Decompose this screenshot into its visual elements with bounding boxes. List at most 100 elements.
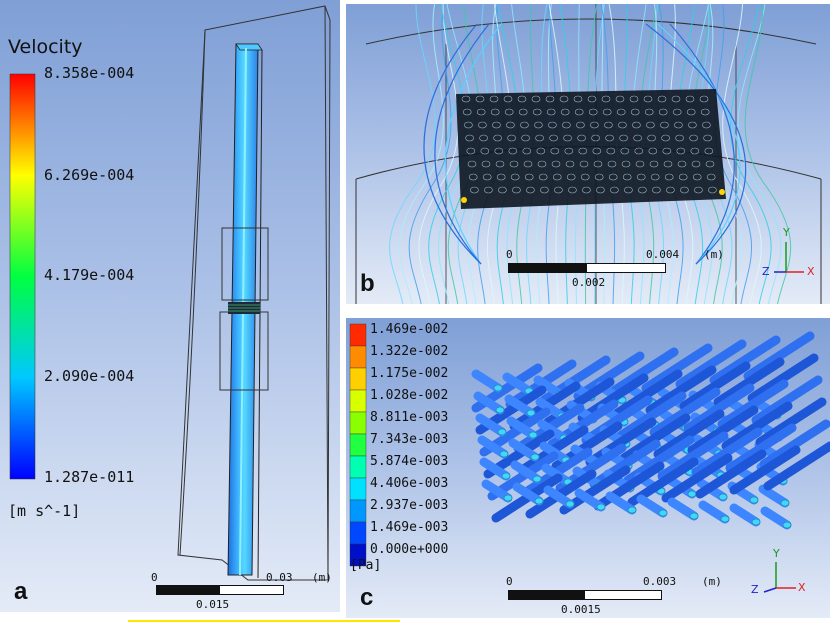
packing-rod <box>695 449 767 499</box>
packing-ring <box>624 186 633 194</box>
packing-ring <box>694 186 703 194</box>
legend-tick-label: 1.028e-002 <box>370 388 449 403</box>
packing-ring <box>664 173 674 181</box>
scale-bar-end: 0.03 <box>266 571 293 584</box>
packing-rod <box>636 494 668 518</box>
packing-rod <box>755 397 827 447</box>
packing-ring <box>663 160 673 168</box>
scale-bar <box>508 590 662 600</box>
packing-ring <box>636 173 646 181</box>
packing-ring <box>621 160 631 168</box>
rod-end <box>532 475 542 483</box>
packing-ring <box>647 134 656 142</box>
packing-ring <box>615 95 625 103</box>
axis-x-label: X <box>798 581 806 594</box>
packing-ring <box>658 108 668 116</box>
scale-bar <box>508 263 666 273</box>
packing-ring <box>607 160 617 168</box>
scale-bar <box>156 585 284 595</box>
packing-ring <box>652 186 661 194</box>
velocity-unit: [m s^-1] <box>8 502 81 520</box>
packing-rod <box>535 397 567 421</box>
rod-end <box>497 428 507 436</box>
packing-ring <box>562 121 571 129</box>
packing-ring <box>700 108 710 116</box>
packing-ring <box>492 121 501 129</box>
velocity-legend-title: Velocity <box>8 36 83 58</box>
rod-end <box>720 515 730 523</box>
packing-ring <box>461 95 471 103</box>
pressure-view <box>349 323 830 593</box>
colorbar-segment <box>349 521 367 545</box>
panel-b-streamlines: Y X Z 0 0.004 (m) 0.002 b <box>346 4 830 304</box>
packing-rod <box>574 488 606 512</box>
packing-rod <box>641 343 713 393</box>
packing-rod <box>657 431 729 481</box>
packing-rod <box>687 405 759 455</box>
legend-tick-label: 8.811e-003 <box>370 410 449 425</box>
axis-y-label: Y <box>773 547 780 560</box>
packing-ring <box>620 147 630 155</box>
packing-ring <box>582 186 591 194</box>
packing-ring <box>540 186 549 194</box>
packing-ring <box>691 160 701 168</box>
packing-ring <box>634 147 644 155</box>
packing-ring <box>660 121 669 129</box>
streamline <box>428 4 466 304</box>
packing-ring <box>592 147 602 155</box>
packing-ring <box>633 134 642 142</box>
packing-ring <box>579 160 589 168</box>
streamline <box>423 23 482 265</box>
packing-ring <box>518 108 528 116</box>
legend-tick-label: 8.358e-004 <box>44 64 135 82</box>
packing-ring <box>531 95 541 103</box>
packing-ring <box>702 121 711 129</box>
packing-ring <box>692 173 702 181</box>
axis-z-label: Z <box>762 265 770 278</box>
colorbar-segment <box>349 477 367 501</box>
colorbar-segment <box>349 367 367 391</box>
packing-rod <box>725 423 797 473</box>
colorbar-segment <box>349 323 367 347</box>
rod-end <box>528 431 538 439</box>
packing-rod <box>717 379 789 429</box>
packing-ring <box>475 95 485 103</box>
panel-a-velocity-column: Velocity 8.358e-004 6.269e-004 4.179e-00… <box>0 0 340 612</box>
streamline <box>730 4 772 304</box>
packing-ring <box>482 173 492 181</box>
housing-outline <box>177 5 331 581</box>
packing-rod <box>743 331 815 381</box>
packing-rod <box>729 503 761 527</box>
streamline <box>669 23 735 265</box>
legend-tick-label: 4.406e-003 <box>370 476 449 491</box>
packing-ring <box>596 186 605 194</box>
packing-ring <box>604 121 613 129</box>
rod-end <box>493 384 503 392</box>
packing-rod <box>611 369 683 419</box>
packing-ring <box>648 147 658 155</box>
packing-rod <box>759 419 830 469</box>
packing-ring <box>606 147 616 155</box>
packing-ring <box>481 160 491 168</box>
packing-ring <box>517 95 527 103</box>
packing-ring <box>680 186 689 194</box>
packing-ring <box>661 134 670 142</box>
packing-rod <box>585 417 657 467</box>
rod-end <box>596 503 606 511</box>
streamline <box>399 4 444 304</box>
legend-tick-label: 0.000e+000 <box>370 542 449 557</box>
packing-rod <box>698 500 730 524</box>
packing-rod <box>504 394 536 418</box>
packing-ring <box>503 95 513 103</box>
packing-ring <box>467 160 477 168</box>
packing-ring <box>549 134 558 142</box>
packing-ring <box>706 173 716 181</box>
rod-end <box>687 490 697 498</box>
packing-rod <box>713 357 785 407</box>
colorbar-segment <box>349 411 367 435</box>
streamline <box>444 23 502 265</box>
packing-ring <box>576 121 585 129</box>
packing-ring <box>704 147 714 155</box>
packing-ring <box>504 108 514 116</box>
packing-ring <box>690 147 700 155</box>
